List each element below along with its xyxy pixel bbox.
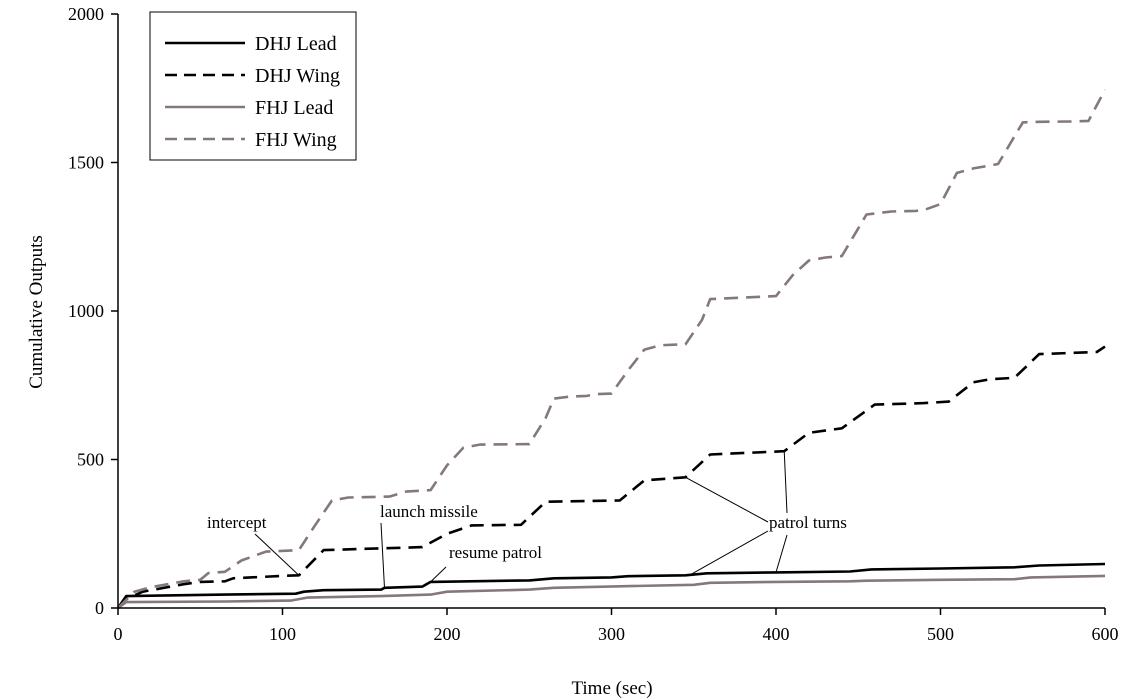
annotation-leader-line [430,566,447,583]
legend-label: DHJ Wing [255,65,340,87]
axes [111,13,1106,615]
y-axis-title: Cumulative Outputs [26,235,47,389]
y-tick-label: 1500 [68,153,104,173]
y-tick-label: 1000 [68,301,104,321]
x-tick-label: 400 [763,624,790,644]
legend-box [149,11,357,161]
series-dhj-wing-line [117,345,1106,609]
x-tick-label: 600 [1092,624,1119,644]
annotation-label: intercept [207,513,267,532]
annotation-label: launch missile [380,502,478,521]
annotation-leader-line [685,476,769,523]
legend-label: FHJ Lead [255,97,333,119]
annotation-label: patrol turns [769,513,847,532]
tick-labels: 0 100 200 300 400 500 600 0 500 1000 1500 2000 [68,4,1119,644]
annotation-labels: intercept launch missile resume patrol patr… [207,502,847,562]
annotation-leader-line [380,522,385,588]
series-lines [116,89,1107,610]
legend-label: DHJ Lead [255,33,337,55]
annotation-leader-line [254,533,300,576]
x-tick-label: 0 [114,624,123,644]
y-tick-label: 2000 [68,4,104,24]
annotation-leaders [254,451,788,588]
y-tick-label: 0 [95,598,104,618]
annotation-leader-line [690,530,769,576]
series-fhj-wing-line [117,89,1107,609]
x-tick-label: 300 [598,624,625,644]
annotation-label: resume patrol [449,543,542,562]
legend: DHJ Lead DHJ Wing FHJ Lead FHJ Wing [149,11,357,161]
y-tick-label: 500 [77,450,104,470]
annotation-leader-line [783,451,788,514]
series-dhj-lead-line [116,562,1106,609]
legend-label: FHJ Wing [255,129,337,151]
x-tick-label: 100 [269,624,296,644]
x-tick-label: 200 [434,624,461,644]
x-axis-title: Time (sec) [571,678,652,699]
x-tick-label: 500 [927,624,954,644]
series-fhj-lead-line [117,574,1106,610]
annotation-leader-line [775,534,788,573]
